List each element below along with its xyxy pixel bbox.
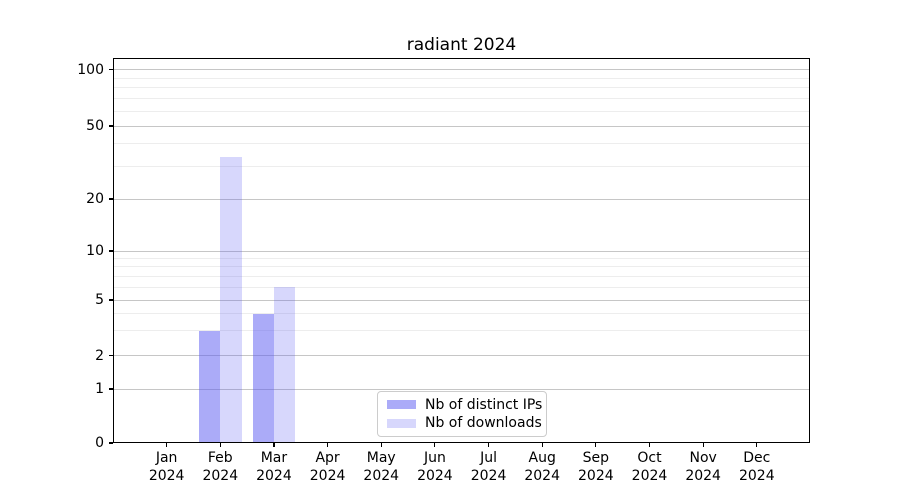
chart-title: radiant 2024: [406, 35, 517, 55]
y-tick-mark: [109, 354, 113, 357]
y-tick-label: 5: [95, 292, 104, 308]
bar-nb-of-downloads-mar-2024: [273, 287, 296, 443]
x-tick-label: Sep 2024: [578, 450, 614, 484]
x-tick-mark: [487, 443, 490, 447]
x-tick-label: Apr 2024: [309, 450, 346, 484]
legend: Nb of distinct IPs Nb of downloads: [377, 391, 547, 437]
gridline-major: [113, 198, 810, 200]
x-tick-mark: [702, 443, 704, 447]
y-tick-mark: [109, 125, 113, 127]
gridline-minor: [113, 313, 810, 315]
bar-nb-of-distinct-ips-mar-2024: [252, 313, 274, 443]
x-tick-mark: [434, 443, 436, 447]
gridline-major: [113, 355, 810, 356]
y-tick-label: 10: [86, 243, 104, 259]
y-tick-mark: [109, 68, 113, 71]
y-tick-label: 20: [86, 191, 104, 207]
gridline-minor: [113, 110, 810, 112]
x-tick-mark: [595, 443, 597, 447]
gridline-minor: [113, 98, 810, 100]
x-tick-label: Mar 2024: [256, 450, 292, 484]
y-tick-mark: [109, 250, 113, 252]
x-tick-mark: [273, 443, 275, 447]
gridline-minor: [113, 286, 810, 288]
gridline-minor: [113, 330, 810, 332]
gridline-minor: [113, 275, 810, 277]
x-tick-label: Feb 2024: [202, 450, 239, 484]
x-tick-mark: [756, 443, 758, 447]
bar-nb-of-distinct-ips-feb-2024: [198, 330, 221, 443]
x-tick-mark: [219, 443, 221, 447]
y-tick-mark: [109, 198, 113, 200]
legend-swatch-distinct-ips: [387, 400, 416, 410]
x-tick-label: Oct 2024: [631, 450, 668, 484]
y-tick-mark: [109, 388, 113, 390]
y-tick-label: 0: [95, 435, 104, 451]
x-tick-label: Jun 2024: [417, 450, 453, 484]
y-tick-label: 1: [95, 381, 104, 397]
y-tick-mark: [109, 299, 113, 301]
x-tick-mark: [166, 443, 168, 447]
y-tick-label: 50: [86, 118, 104, 134]
gridline-major: [113, 250, 810, 252]
x-tick-mark: [327, 443, 329, 447]
x-tick-label: Dec 2024: [738, 450, 775, 484]
gridline-minor: [113, 257, 810, 259]
gridline-major: [113, 125, 810, 127]
gridline-minor: [113, 87, 810, 89]
x-tick-label: May 2024: [363, 450, 400, 484]
gridline-major: [113, 69, 810, 70]
gridline-major: [113, 299, 810, 301]
gridline-minor: [113, 77, 810, 79]
gridline-major: [113, 388, 810, 390]
gridline-minor: [113, 266, 810, 268]
legend-label-downloads: Nb of downloads: [425, 415, 542, 432]
x-tick-mark: [648, 443, 651, 447]
legend-swatch-downloads: [387, 418, 416, 428]
y-tick-mark: [109, 442, 113, 444]
y-tick-label: 100: [77, 61, 104, 78]
x-tick-mark: [380, 443, 382, 447]
y-tick-label: 2: [95, 347, 104, 364]
x-tick-label: Jan 2024: [148, 450, 185, 484]
legend-entry-distinct-ips: Nb of distinct IPs: [387, 397, 542, 413]
legend-entry-downloads: Nb of downloads: [387, 415, 542, 431]
gridline-minor: [113, 166, 810, 168]
legend-label-distinct-ips: Nb of distinct IPs: [425, 396, 543, 413]
x-tick-mark: [541, 443, 543, 447]
x-tick-label: Nov 2024: [685, 450, 721, 484]
gridline-minor: [113, 143, 810, 145]
x-tick-label: Aug 2024: [524, 450, 560, 484]
bar-nb-of-downloads-feb-2024: [220, 156, 242, 443]
x-tick-label: Jul 2024: [470, 450, 507, 484]
